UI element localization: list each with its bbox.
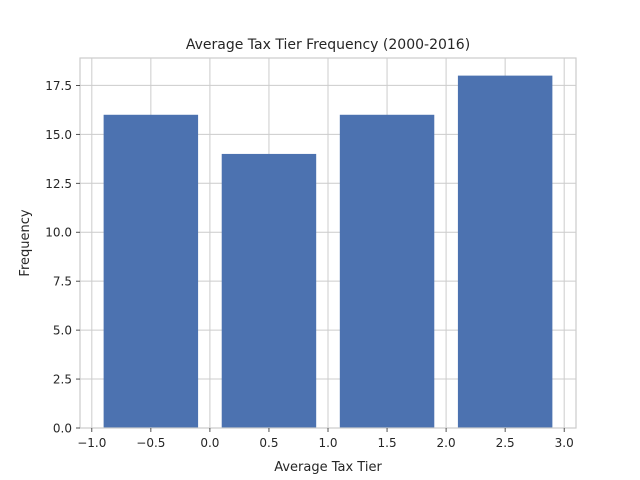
- bar-3: [457, 75, 553, 428]
- x-axis-label: Average Tax Tier: [274, 460, 382, 475]
- x-tick-label-6: 2.0: [437, 436, 456, 450]
- x-tick-label-7: 2.5: [496, 436, 515, 450]
- y-tick-label-7: 17.5: [45, 79, 72, 93]
- y-axis-label: Frequency: [18, 209, 33, 276]
- x-tick-label-4: 1.0: [318, 436, 337, 450]
- x-tick-label-3: 0.5: [259, 436, 278, 450]
- bar-1: [221, 153, 317, 429]
- x-tick-label-1: −0.5: [136, 436, 165, 450]
- x-tick-label-5: 1.5: [378, 436, 397, 450]
- plot-area: −1.0 −0.5 0.0 0.5 1.0 1.5 2.0 2.5 3.0 0.0 2.5 5.0 7…: [45, 57, 577, 450]
- x-axis-ticks: −1.0 −0.5 0.0 0.5 1.0 1.5 2.0 2.5 3.0: [77, 428, 574, 450]
- y-tick-label-0: 0.0: [53, 422, 72, 436]
- x-tick-label-2: 0.0: [200, 436, 219, 450]
- x-tick-label-0: −1.0: [77, 436, 106, 450]
- y-tick-label-1: 2.5: [53, 373, 72, 387]
- chart-title: Average Tax Tier Frequency (2000-2016): [186, 37, 470, 53]
- bar-0: [103, 114, 199, 428]
- y-tick-label-5: 12.5: [45, 177, 72, 191]
- y-tick-label-2: 5.0: [53, 324, 72, 338]
- y-tick-label-6: 15.0: [45, 128, 72, 142]
- y-tick-label-3: 7.5: [53, 275, 72, 289]
- x-tick-label-8: 3.0: [555, 436, 574, 450]
- bars: [103, 75, 553, 429]
- y-axis-ticks: 0.0 2.5 5.0 7.5 10.0 12.5 15.0 17.5: [45, 79, 80, 436]
- bar-2: [339, 114, 435, 428]
- y-tick-label-4: 10.0: [45, 226, 72, 240]
